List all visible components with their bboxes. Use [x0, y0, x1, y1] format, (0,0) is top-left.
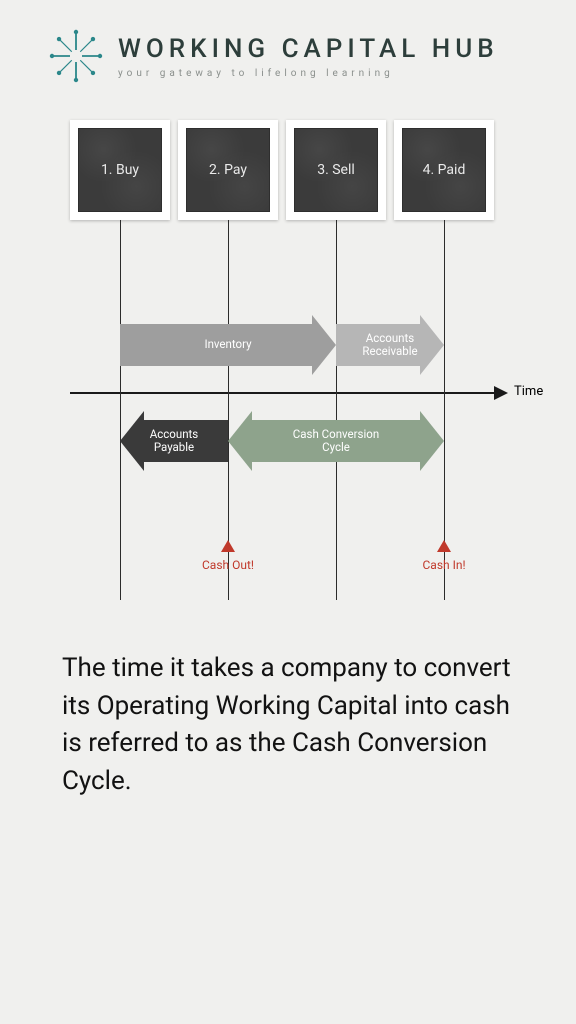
marker-cash_in-label: Cash In! — [423, 558, 466, 572]
arrow-label: Inventory — [200, 338, 255, 351]
stage-tile-2: 2. Pay — [178, 120, 278, 220]
arrow-label: Cash ConversionCycle — [289, 428, 383, 454]
header-text: WORKING CAPITAL HUB your gateway to life… — [118, 34, 499, 79]
marker-cash_out-icon — [221, 540, 235, 552]
stage-tile-3: 3. Sell — [286, 120, 386, 220]
stage-tile-4: 4. Paid — [394, 120, 494, 220]
guide-line-3 — [336, 220, 337, 600]
stage-tile-1: 1. Buy — [70, 120, 170, 220]
stage-tile-label: 2. Pay — [186, 128, 270, 212]
arrow-inventory: Inventory — [120, 324, 336, 366]
arrow-label: AccountsReceivable — [358, 332, 421, 358]
logo-starburst-icon — [48, 28, 104, 84]
stage-tile-row: 1. Buy 2. Pay 3. Sell 4. Paid — [0, 120, 576, 220]
site-header: WORKING CAPITAL HUB your gateway to life… — [0, 0, 576, 84]
arrow-ccc: Cash ConversionCycle — [228, 420, 444, 462]
site-title: WORKING CAPITAL HUB — [118, 34, 499, 64]
marker-cash_in-icon — [437, 540, 451, 552]
arrow-receivable: AccountsReceivable — [336, 324, 444, 366]
stage-tile-label: 1. Buy — [78, 128, 162, 212]
cash-conversion-diagram: 1. Buy 2. Pay 3. Sell 4. Paid Time Inventor… — [0, 120, 576, 600]
time-axis-arrowhead-icon — [494, 386, 508, 400]
stage-tile-label: 4. Paid — [402, 128, 486, 212]
explanatory-caption: The time it takes a company to convert i… — [62, 650, 514, 801]
time-axis-label: Time — [514, 384, 543, 399]
time-axis-line — [70, 392, 502, 394]
guide-line-1 — [120, 220, 121, 600]
site-tagline: your gateway to lifelong learning — [118, 68, 499, 79]
arrow-label: AccountsPayable — [146, 428, 203, 454]
stage-tile-label: 3. Sell — [294, 128, 378, 212]
marker-cash_out-label: Cash Out! — [202, 558, 254, 572]
arrow-payable: AccountsPayable — [120, 420, 228, 462]
